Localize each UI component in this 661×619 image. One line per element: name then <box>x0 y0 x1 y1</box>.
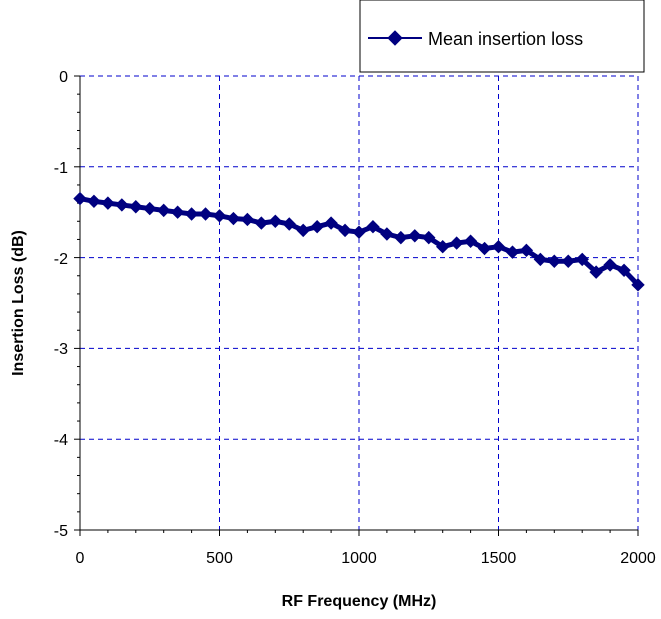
legend-marker-diamond <box>387 30 403 46</box>
data-point-marker <box>240 212 255 227</box>
x-tick-labels: 0 500 1000 1500 2000 <box>76 550 656 567</box>
data-point-marker <box>366 220 380 234</box>
data-point-marker <box>547 254 562 268</box>
y-tick-label: -1 <box>54 160 68 177</box>
data-point-marker <box>73 191 87 206</box>
data-point-marker <box>435 239 450 254</box>
data-point-marker <box>631 278 645 292</box>
x-tick-label: 500 <box>206 550 233 567</box>
legend-label: Mean insertion loss <box>428 29 583 49</box>
data-point-marker <box>115 198 129 212</box>
data-point-marker <box>310 220 324 234</box>
data-point-marker <box>87 194 101 209</box>
data-point-marker <box>324 216 338 230</box>
data-point-marker <box>519 243 534 258</box>
data-point-marker <box>170 205 185 219</box>
data-point-marker <box>143 201 157 216</box>
data-point-marker <box>268 214 283 228</box>
y-tick-labels: 0 -1 -2 -3 -4 -5 <box>54 69 68 540</box>
data-point-marker <box>101 196 115 210</box>
x-tick-label: 0 <box>76 550 85 567</box>
data-point-marker <box>254 216 269 230</box>
data-point-marker <box>589 265 603 279</box>
x-axis-title: RF Frequency (MHz) <box>282 593 437 610</box>
y-axis-title: Insertion Loss (dB) <box>10 230 27 376</box>
data-point-marker <box>505 245 520 259</box>
data-point-marker <box>129 200 143 214</box>
data-point-marker <box>533 252 548 267</box>
data-point-marker <box>463 234 478 248</box>
y-tick-label: -3 <box>54 341 68 358</box>
data-point-marker <box>338 223 352 238</box>
y-tick-label: -5 <box>54 523 68 540</box>
x-tick-label: 1500 <box>481 550 517 567</box>
data-point-marker <box>575 252 589 267</box>
x-tick-label: 2000 <box>620 550 656 567</box>
legend: Mean insertion loss <box>359 0 645 73</box>
data-point-marker <box>380 227 394 241</box>
data-point-marker <box>603 258 617 272</box>
data-point-marker <box>449 236 464 250</box>
legend-box <box>359 0 645 73</box>
y-tick-label: -4 <box>54 432 68 449</box>
data-point-marker <box>156 203 171 218</box>
gridlines <box>80 75 639 530</box>
data-point-marker <box>408 229 422 243</box>
data-point-marker <box>422 230 436 245</box>
data-point-marker <box>184 207 199 221</box>
data-point-marker <box>226 211 241 226</box>
data-point-marker <box>477 241 492 256</box>
data-point-marker <box>282 217 296 231</box>
data-point-marker <box>198 207 213 221</box>
axis-ticks <box>74 75 639 536</box>
data-point-marker <box>491 239 506 254</box>
data-point-marker <box>617 263 631 278</box>
y-tick-label: -2 <box>54 251 68 268</box>
x-tick-label: 1000 <box>341 550 377 567</box>
data-point-marker <box>561 254 575 268</box>
data-point-marker <box>212 209 227 223</box>
series-layer <box>73 191 645 292</box>
data-point-marker <box>296 223 310 238</box>
data-point-marker <box>352 225 366 239</box>
data-point-marker <box>394 230 408 245</box>
y-tick-label: 0 <box>59 69 68 86</box>
